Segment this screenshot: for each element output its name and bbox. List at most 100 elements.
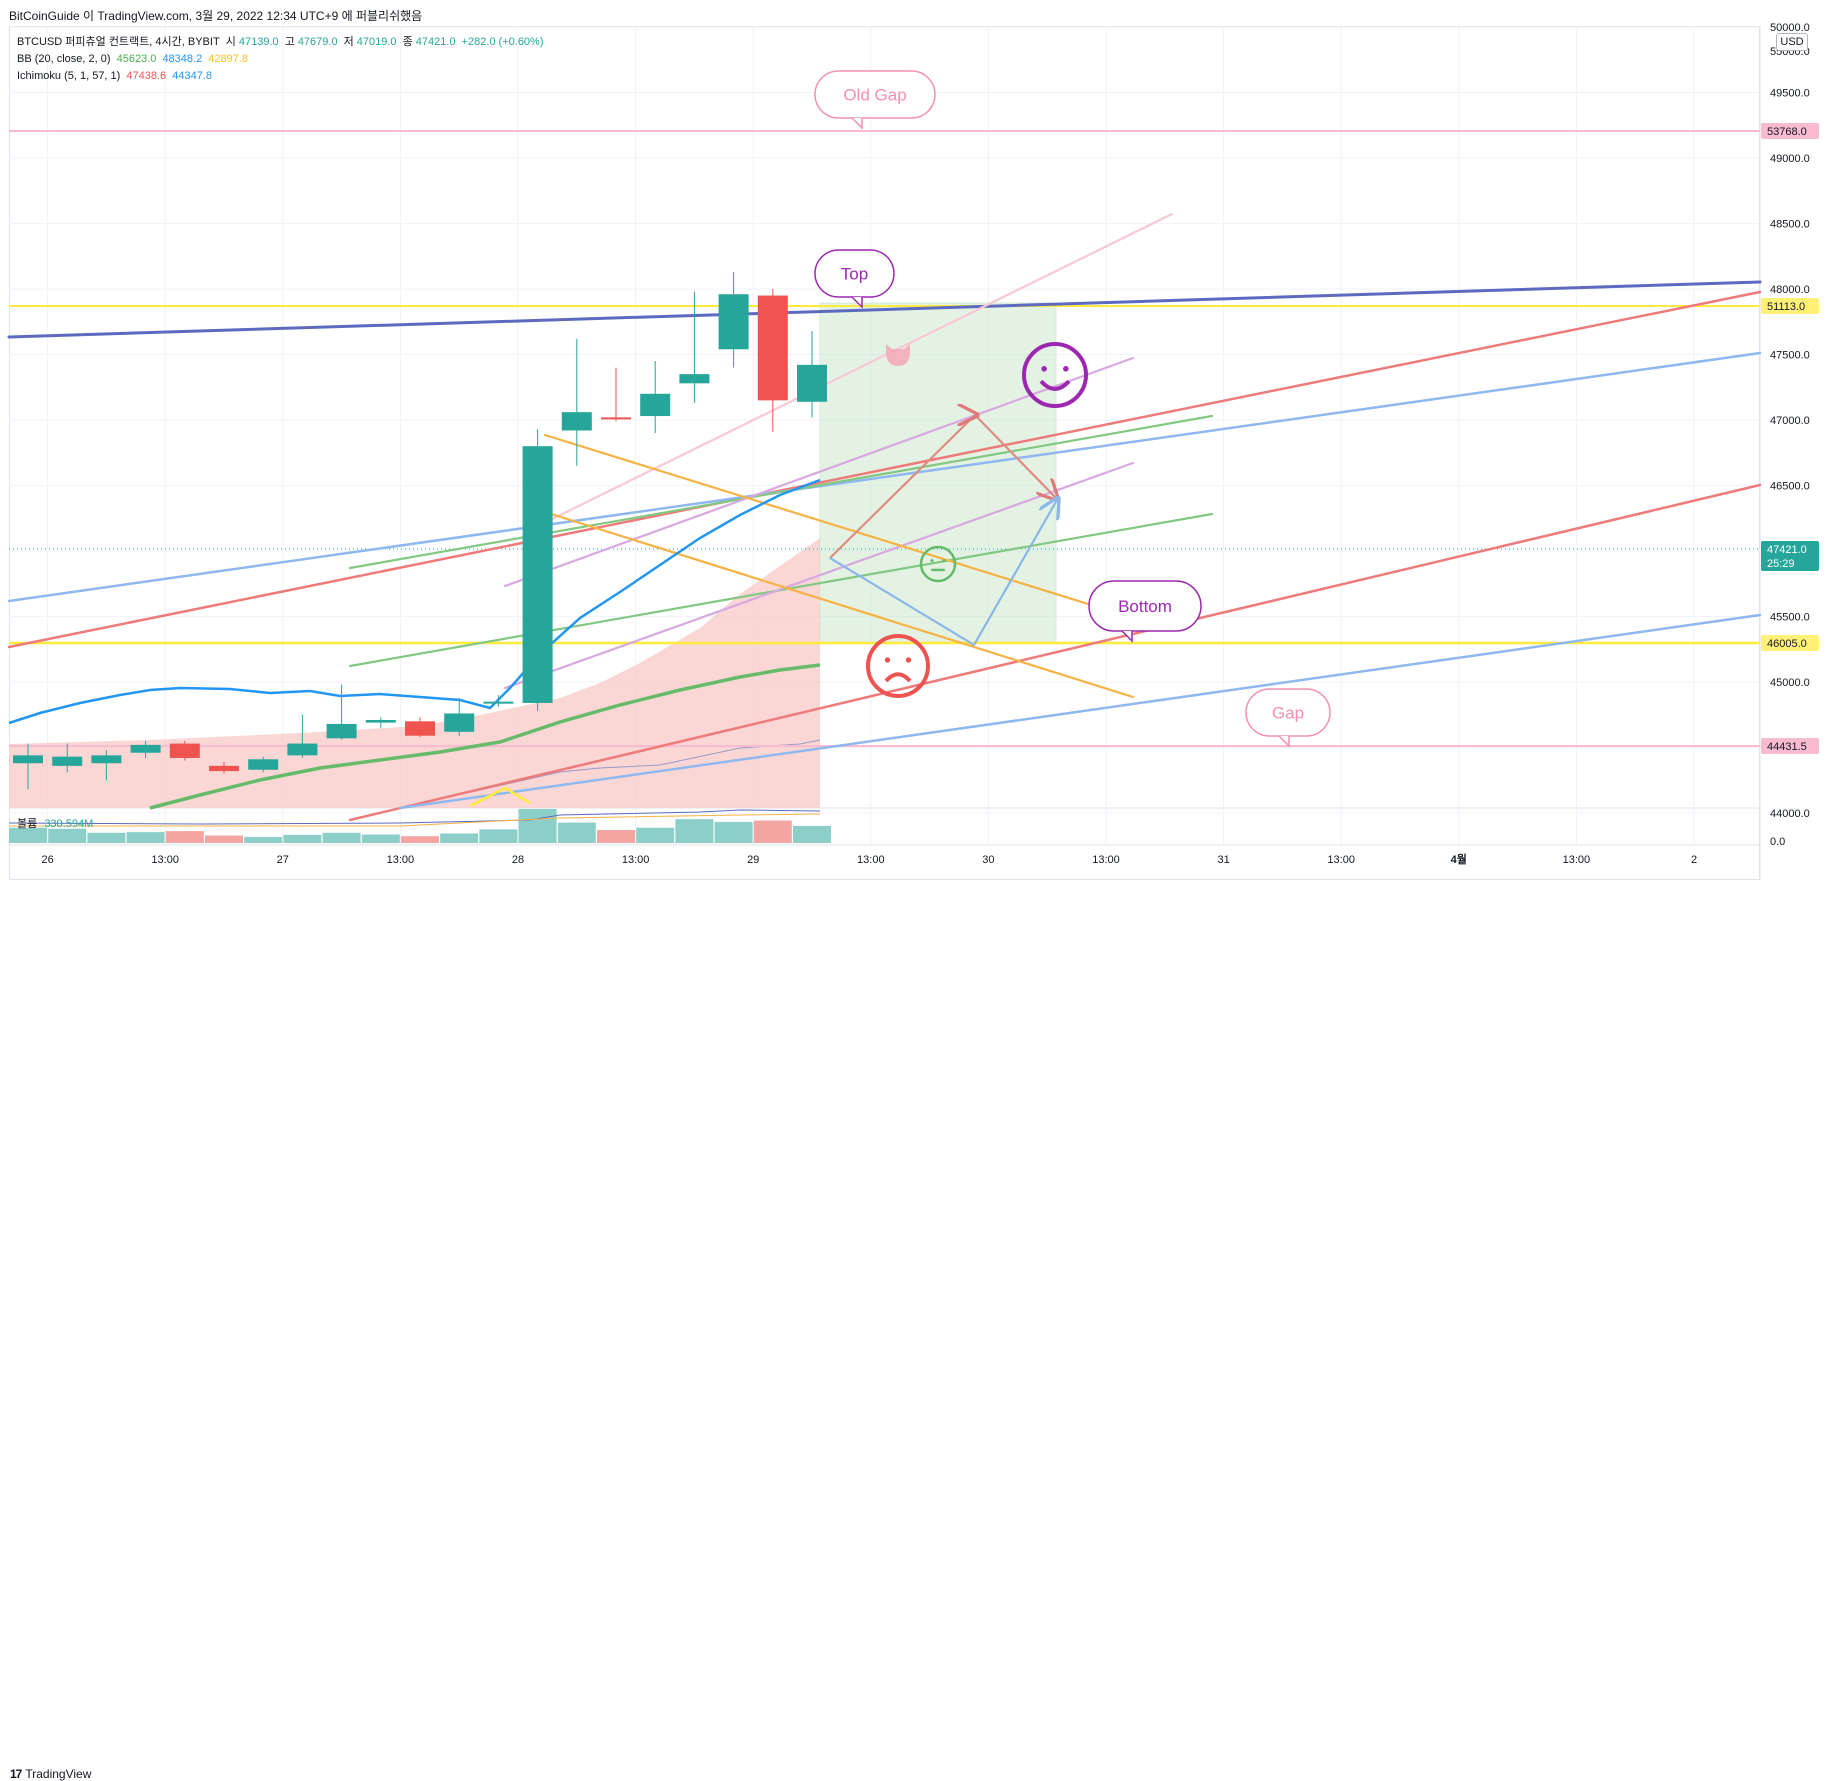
- candle-body: [91, 755, 122, 764]
- neutral-face-icon: [919, 545, 957, 583]
- currency-button[interactable]: USD: [1776, 33, 1808, 51]
- volume-legend: 볼륨 330.594M: [17, 815, 93, 831]
- price-tag-bg: [1761, 123, 1819, 139]
- volume-bar: [401, 836, 439, 843]
- volume-bar: [479, 829, 518, 843]
- price-tag-bg: [1761, 541, 1819, 571]
- bb-lower: 42897.8: [208, 53, 249, 65]
- candles: [13, 271, 827, 790]
- bottom-callout-shape: [1088, 580, 1202, 632]
- pink-diagonal: [538, 212, 1174, 527]
- time-tick-label: 13:00: [622, 854, 650, 866]
- target-zone: [819, 302, 1057, 644]
- candle-body: [601, 417, 631, 420]
- price-tag-label: 53768.0: [1767, 126, 1807, 138]
- open-label: 시: [225, 36, 236, 48]
- neutral-face-icon-outline: [919, 545, 957, 583]
- candle-body: [679, 374, 710, 384]
- price-tick-label: 45500.0: [1770, 612, 1810, 624]
- publish-header: BitCoinGuide 이 TradingView.com, 3월 29, 2…: [0, 0, 1834, 26]
- gap-callout-label: Gap: [1272, 704, 1304, 723]
- tradingview-logo-icon: 17: [10, 1767, 22, 1781]
- price-tick-label: 48000.0: [1770, 284, 1810, 296]
- time-tick-label: 27: [277, 854, 289, 866]
- price-tag-label: 44431.5: [1767, 741, 1807, 753]
- time-tick-label: 4월: [1451, 852, 1467, 866]
- volume-bar: [126, 832, 165, 843]
- ichimoku-conversion: [8, 478, 821, 725]
- time-tick-label: 2: [1691, 854, 1697, 866]
- price-tick-label: 49000.0: [1770, 153, 1810, 165]
- emoji-faces: [866, 342, 1088, 698]
- red-lower-channel: [348, 483, 1762, 822]
- time-tick-label: 31: [1217, 854, 1229, 866]
- brand-name: TradingView: [25, 1767, 92, 1781]
- volume-bar: [636, 827, 675, 843]
- neutral-face-icon-eye: [942, 559, 946, 563]
- publish-info: BitCoinGuide 이 TradingView.com, 3월 29, 2…: [9, 9, 423, 23]
- blue-lower-channel: [398, 613, 1762, 810]
- gap-callout: Gap: [1245, 688, 1331, 748]
- candle-body: [52, 756, 83, 766]
- close-value: 47421.0: [415, 36, 456, 48]
- volume-bar: [597, 830, 635, 843]
- ichimoku-line[interactable]: Ichimoku (5, 1, 57, 1) 47438.6 44347.8: [17, 68, 547, 85]
- time-tick-label: 28: [512, 854, 524, 866]
- time-tick-label: 29: [747, 854, 759, 866]
- candle-body: [522, 446, 553, 703]
- blue-upper-channel: [7, 351, 1762, 603]
- tradingview-logo[interactable]: 17 TradingView: [10, 1767, 91, 1781]
- volume-bar: [518, 809, 557, 843]
- candle-body: [209, 765, 239, 772]
- time-tick-label: 13:00: [1327, 854, 1355, 866]
- candle-body: [561, 412, 592, 431]
- high-value: 47679.0: [297, 36, 338, 48]
- close-label: 종: [402, 36, 413, 48]
- bb-lower-fragment: [469, 786, 531, 808]
- price-tag-label: 47421.0: [1767, 544, 1807, 556]
- candle-body: [130, 744, 161, 753]
- price-tag-label: 46005.0: [1767, 638, 1807, 650]
- candle-body: [640, 393, 671, 417]
- price-tag-label: 51113.0: [1767, 301, 1805, 313]
- candle-body: [13, 755, 43, 764]
- volume-bar: [165, 831, 204, 843]
- violet-upper: [503, 356, 1135, 588]
- candle-body: [757, 295, 788, 401]
- volume-bar: [440, 833, 479, 843]
- time-tick-label: 13:00: [1092, 854, 1120, 866]
- top-callout: Top: [814, 249, 895, 309]
- time-tick-label: 13:00: [151, 854, 179, 866]
- candle-body: [444, 713, 475, 732]
- time-tick-label: 13:00: [1563, 854, 1591, 866]
- volume-bar: [283, 834, 322, 843]
- cloud-area: [9, 538, 820, 808]
- price-tick-label: 46500.0: [1770, 481, 1810, 493]
- happy-face-icon-mouth: [1039, 379, 1071, 391]
- volume-tick-label: 0.0: [1770, 836, 1785, 848]
- happy-face-icon-eye: [1063, 366, 1069, 372]
- sad-face-icon-eye: [884, 657, 891, 663]
- neutral-face-icon-eye: [930, 559, 934, 563]
- symbol-name[interactable]: BTCUSD 퍼피츄얼 컨트랙트, 4시간, BYBIT: [17, 36, 220, 48]
- bottom-callout-tail: [1121, 630, 1133, 643]
- ichimoku-cloud: [9, 538, 821, 809]
- old-gap-callout-label: Old Gap: [843, 86, 906, 105]
- candle-body: [405, 721, 435, 736]
- red-upper-channel: [7, 290, 1762, 649]
- time-tick-label: 30: [982, 854, 994, 866]
- price-tag: 51113.0: [1761, 298, 1819, 314]
- price-tag: 44431.5: [1761, 738, 1819, 754]
- footer: 17 TradingView: [0, 880, 1834, 1781]
- happy-face-icon-eye: [1041, 366, 1047, 372]
- orange-lower: [543, 510, 1135, 699]
- volume-bar: [205, 835, 243, 843]
- bb-line[interactable]: BB (20, close, 2, 0) 45623.0 48348.2 428…: [17, 51, 547, 68]
- bottom-callout-label: Bottom: [1118, 597, 1172, 616]
- volume-value: 330.594M: [44, 818, 94, 830]
- time-tick-label: 13:00: [857, 854, 885, 866]
- sad-face-icon-eye: [905, 657, 912, 663]
- green-upper: [348, 414, 1214, 570]
